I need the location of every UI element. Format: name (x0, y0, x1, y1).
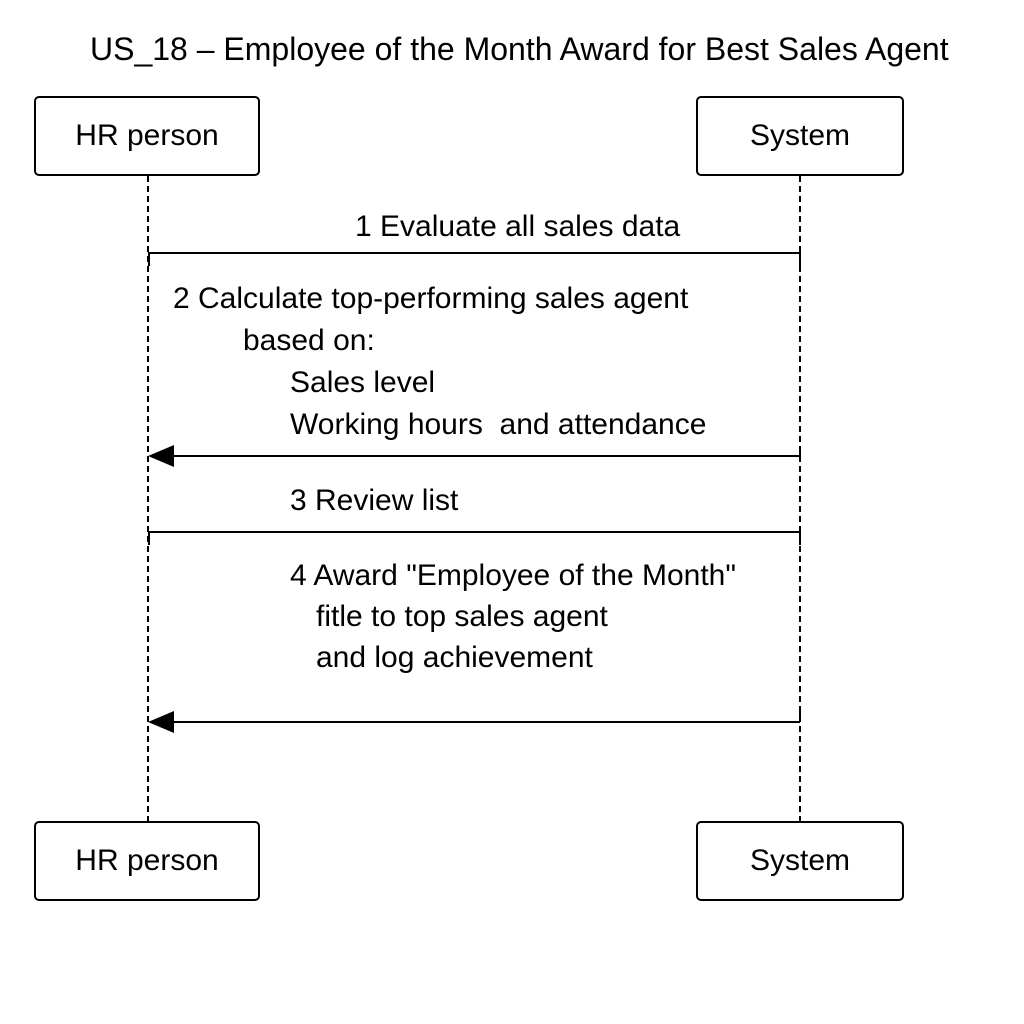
message-2-arrowhead (148, 445, 174, 467)
message-3-left-tick (148, 531, 150, 545)
message-1-left-tick (148, 252, 150, 266)
message-4-right-tick (799, 712, 801, 722)
message-1-right-tick (799, 252, 801, 266)
message-4-line-2: fitle to top sales agent (316, 600, 608, 633)
message-2-line-3: Sales level (290, 366, 436, 399)
actor-label: System (749, 844, 851, 877)
message-4-line-3: and log achievement (316, 641, 593, 674)
message-1-label: 1 Evaluate all sales data (355, 210, 681, 243)
actor-hr-person-top: HR person (34, 96, 260, 176)
actor-label: System (749, 119, 851, 152)
message-4-line-1: 4 Award "Employee of the Month" (290, 559, 737, 592)
message-1-line (148, 252, 800, 254)
actor-hr-person-bottom: HR person (34, 821, 260, 901)
message-2-line-4: Working hours and attendance (290, 408, 707, 441)
message-2-line (165, 455, 800, 457)
message-2-right-tick (799, 446, 801, 456)
actor-label: HR person (75, 844, 219, 877)
message-3-label: 3 Review list (290, 484, 459, 517)
actor-system-bottom: System (696, 821, 904, 901)
message-3-line (148, 531, 800, 533)
lifeline-system (799, 176, 801, 822)
message-4-arrowhead (148, 711, 174, 733)
lifeline-hr-person (147, 176, 149, 822)
message-2-line-2: based on: (243, 324, 375, 357)
actor-system-top: System (696, 96, 904, 176)
message-2-line-1: 2 Calculate top-performing sales agent (173, 282, 689, 315)
actor-label: HR person (75, 119, 219, 152)
diagram-title: US_18 – Employee of the Month Award for … (90, 31, 949, 67)
message-3-right-tick (799, 531, 801, 545)
message-4-line (165, 721, 800, 723)
